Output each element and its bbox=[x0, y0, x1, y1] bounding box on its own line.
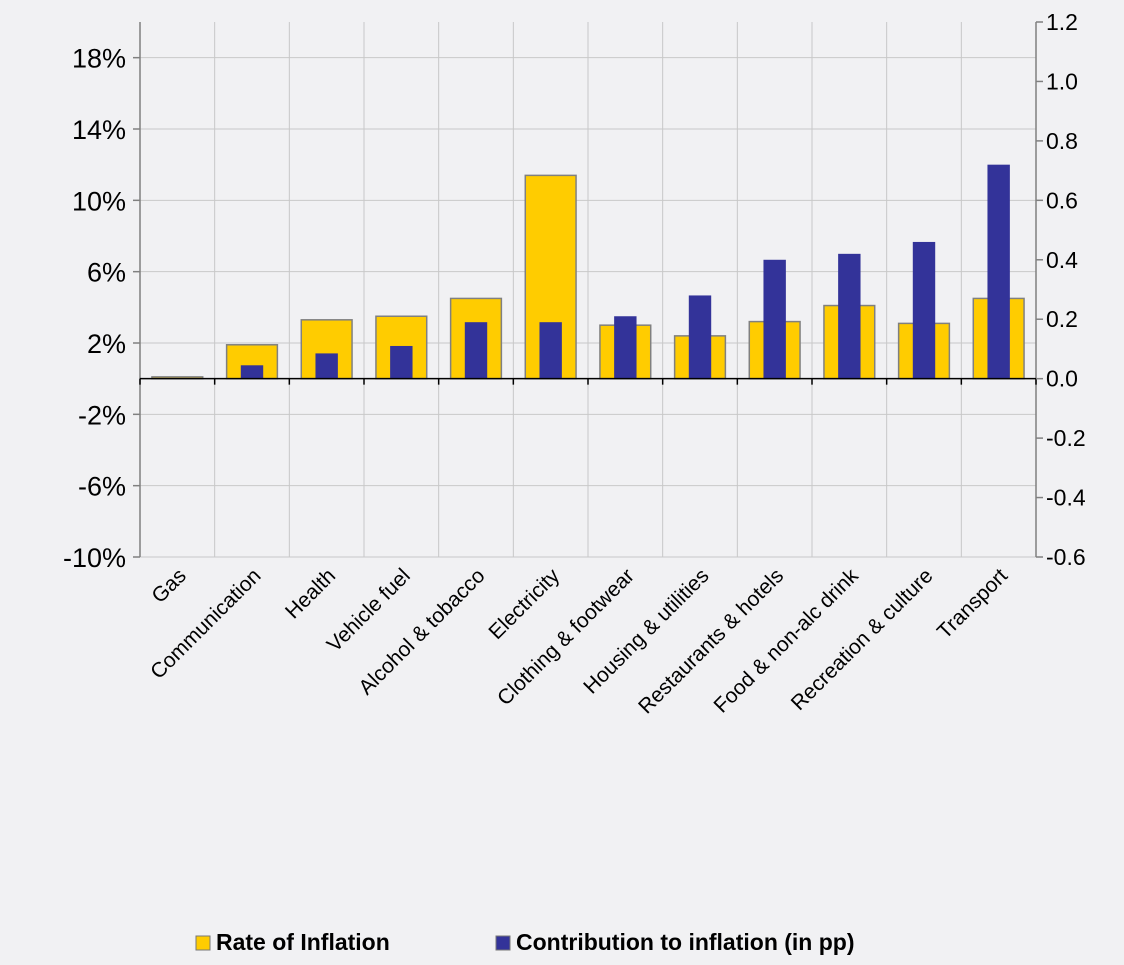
left-tick-label: -10% bbox=[63, 543, 126, 573]
category-label: Recreation & culture bbox=[787, 564, 938, 715]
right-tick-label: 0.6 bbox=[1046, 187, 1078, 213]
category-label: Transport bbox=[933, 564, 1012, 643]
legend-label-contribution: Contribution to inflation (in pp) bbox=[516, 929, 855, 955]
right-tick-label: -0.6 bbox=[1046, 544, 1086, 570]
left-tick-label: 6% bbox=[87, 258, 126, 288]
legend: Rate of Inflation Contribution to inflat… bbox=[195, 929, 855, 955]
left-tick-label: -2% bbox=[78, 400, 126, 430]
left-tick-label: 2% bbox=[87, 329, 126, 359]
legend-label-rate-of-inflation: Rate of Inflation bbox=[216, 929, 390, 955]
bar-contribution bbox=[464, 322, 488, 379]
right-tick-label: 0.4 bbox=[1046, 247, 1078, 273]
gridlines bbox=[140, 22, 1036, 558]
right-tick-label: -0.4 bbox=[1046, 485, 1086, 511]
bar-contribution bbox=[688, 295, 712, 379]
category-label: Clothing & footwear bbox=[493, 564, 639, 710]
bar-contribution bbox=[614, 316, 637, 379]
bar-contribution bbox=[390, 345, 413, 379]
right-tick-label: 0.0 bbox=[1046, 366, 1078, 392]
category-label: Electricity bbox=[484, 564, 564, 644]
legend-swatch-rate-of-inflation bbox=[195, 935, 211, 951]
legend-swatch-contribution bbox=[495, 935, 511, 951]
bar-contribution bbox=[912, 241, 936, 379]
bar-contribution bbox=[763, 259, 786, 379]
right-tick-label: 0.2 bbox=[1046, 306, 1078, 332]
bar-contribution bbox=[539, 322, 562, 379]
bar-contribution bbox=[315, 353, 338, 379]
left-tick-label: 18% bbox=[72, 44, 126, 74]
left-tick-label: -6% bbox=[78, 472, 126, 502]
category-label: Food & non-alc drink bbox=[710, 564, 864, 718]
category-label: Alcohol & tobacco bbox=[354, 564, 489, 699]
right-tick-label: 0.8 bbox=[1046, 128, 1078, 154]
category-label: Health bbox=[281, 564, 340, 623]
right-tick-label: 1.2 bbox=[1046, 9, 1078, 35]
category-label: Restaurants & hotels bbox=[634, 564, 788, 718]
left-tick-label: 10% bbox=[72, 186, 126, 216]
right-tick-label: 1.0 bbox=[1046, 68, 1078, 94]
bar-contribution bbox=[987, 164, 1010, 379]
right-tick-label: -0.2 bbox=[1046, 425, 1086, 451]
bars bbox=[151, 164, 1025, 380]
left-tick-label: 14% bbox=[72, 115, 126, 145]
left-axis-ticks: -10% -6% -2% 2% 6% 10% 14% 18% bbox=[63, 44, 140, 573]
right-axis-ticks: -0.6 -0.4 -0.2 0.0 0.2 0.4 0.6 0.8 1.0 1.2 bbox=[1036, 9, 1086, 570]
bar-contribution bbox=[838, 253, 861, 379]
bar-contribution bbox=[240, 365, 264, 379]
category-label: Gas bbox=[147, 564, 190, 607]
category-label: Housing & utilities bbox=[579, 564, 713, 698]
axes bbox=[139, 22, 1037, 557]
